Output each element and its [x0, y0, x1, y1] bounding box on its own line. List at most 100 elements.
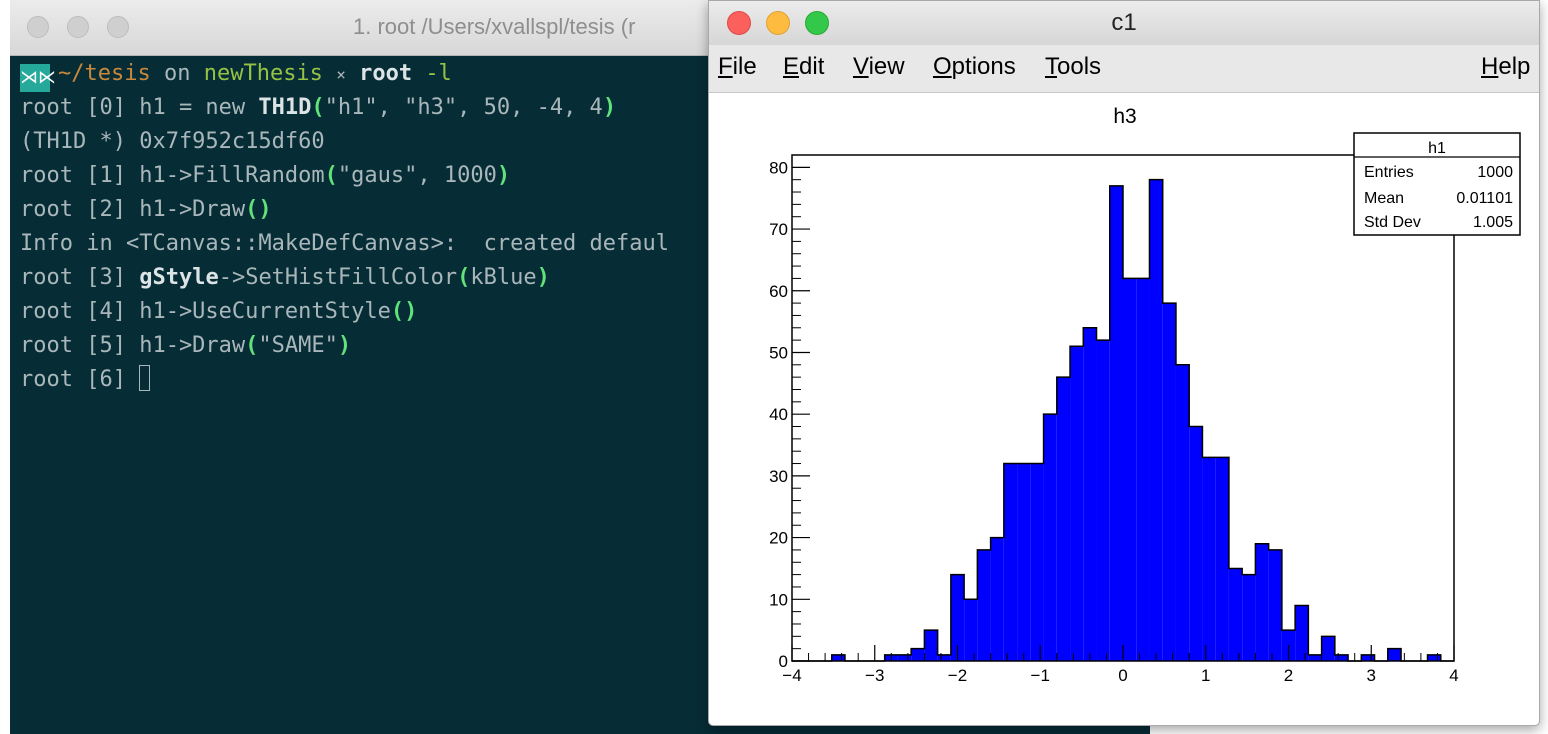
histogram-bin	[1003, 463, 1018, 661]
histogram-bin	[1255, 543, 1269, 661]
x-tick-label: −4	[782, 666, 801, 685]
open-paren: (	[245, 333, 259, 358]
terminal-line: root [0] h1 = new TH1D("h1", "h3", 50, -…	[20, 91, 710, 125]
menu-label: ile	[732, 53, 757, 80]
histogram-bin	[1136, 278, 1150, 661]
close-button[interactable]	[727, 11, 751, 35]
histogram-title: h3	[1113, 105, 1136, 128]
y-axis: 0 10 20 30 40 50 60 70 80	[769, 154, 810, 671]
stats-box[interactable]: h1 Entries 1000 Mean 0.01101 Std Dev 1.0…	[1353, 132, 1521, 236]
menu-help[interactable]: Help	[1481, 53, 1530, 81]
histogram-bin	[1109, 185, 1123, 661]
histogram-bin	[1189, 426, 1203, 661]
histogram-bin	[977, 549, 991, 661]
terminal-line: (TH1D *) 0x7f952c15df60	[20, 125, 710, 159]
menu-options[interactable]: Options	[933, 53, 1016, 81]
terminal-line: root [3] gStyle->SetHistFillColor(kBlue)	[20, 261, 710, 295]
line-text: root [4] h1->UseCurrentStyle	[20, 299, 391, 324]
histogram-bin	[1017, 463, 1031, 661]
histogram-bin	[1215, 457, 1229, 661]
histogram-bin	[1175, 364, 1190, 661]
line-text: Info in <TCanvas::MakeDefCanvas>: create…	[20, 231, 670, 256]
stats-value-mean: 0.01101	[1456, 190, 1513, 207]
menu-mnemonic: V	[853, 53, 869, 80]
prompt-arg: -l	[425, 61, 452, 86]
canvas-window[interactable]: c1 File Edit View Options Tools Help h3 …	[708, 0, 1540, 726]
y-tick-label: 70	[769, 220, 788, 239]
histogram-bin	[897, 654, 912, 661]
x-axis: −4 −3 −2 −1 0 1 2 3 4	[782, 645, 1459, 685]
line-text: root [1] h1->FillRandom	[20, 163, 325, 188]
close-paren: )	[536, 265, 550, 290]
histogram-bin	[937, 654, 951, 661]
histogram-bin	[911, 648, 925, 661]
line-text: root [0] h1 = new	[20, 95, 259, 120]
histogram-bin	[1043, 414, 1057, 661]
menu-label: elp	[1498, 53, 1531, 80]
prompt-dirty-mark: ×	[336, 65, 346, 84]
histogram-outline	[792, 178, 1454, 662]
histogram-bin	[1427, 654, 1441, 661]
stats-box-frame	[1353, 132, 1521, 236]
stats-label-mean: Mean	[1364, 190, 1404, 207]
menu-mnemonic: O	[933, 53, 952, 80]
menu-tools[interactable]: Tools	[1045, 53, 1101, 81]
menu-edit[interactable]: Edit	[783, 53, 824, 81]
line-args: "gaus", 1000	[337, 163, 497, 188]
y-tick-label: 80	[769, 158, 788, 177]
x-tick-label: 2	[1284, 666, 1293, 685]
line-text: root [2] h1->Draw	[20, 197, 246, 222]
y-tick-label: 60	[769, 282, 788, 301]
line-text: root [6]	[20, 367, 140, 392]
x-tick-label: −2	[948, 666, 967, 685]
canvas-titlebar[interactable]: c1	[709, 1, 1539, 45]
zoom-button[interactable]	[107, 16, 129, 38]
terminal-line: root [4] h1->UseCurrentStyle()	[20, 295, 710, 329]
stats-value-entries: 1000	[1477, 164, 1513, 181]
histogram-bin	[1083, 327, 1097, 661]
histogram-bin	[1162, 303, 1176, 661]
x-tick-label: 0	[1118, 666, 1127, 685]
histogram-bin	[1123, 278, 1137, 661]
prompt-icon: ⋊⋉	[20, 64, 56, 92]
line-args: "h1", "h3", 50, -4, 4	[324, 95, 603, 120]
menu-bar: File Edit View Options Tools Help	[709, 45, 1539, 93]
menu-file[interactable]: File	[718, 53, 757, 81]
line-text: (TH1D *) 0x7f952c15df60	[20, 129, 325, 154]
terminal-line: root [1] h1->FillRandom("gaus", 1000)	[20, 159, 710, 193]
minimize-button[interactable]	[67, 16, 89, 38]
histogram-bin	[1070, 346, 1084, 661]
histogram-canvas[interactable]: h3 0 10 20 30 40 50 60 70 80 −4 −3 −2 −1 0 1 2 3 4 h1 En…	[709, 93, 1539, 725]
open-paren: (	[390, 299, 405, 324]
close-paren: )	[258, 197, 272, 222]
line-text: ->SetHistFillColor	[218, 265, 458, 290]
line-args: "SAME"	[258, 333, 338, 358]
menu-mnemonic: H	[1481, 53, 1499, 80]
histogram-bin	[1096, 340, 1110, 661]
terminal-line: Info in <TCanvas::MakeDefCanvas>: create…	[20, 227, 710, 261]
histogram-bin	[1228, 568, 1243, 661]
line-keyword: TH1D	[258, 95, 312, 120]
minimize-button[interactable]	[766, 11, 790, 35]
zoom-button[interactable]	[805, 11, 829, 35]
histogram-bin	[1334, 654, 1349, 661]
histogram-bin	[1387, 648, 1402, 661]
close-button[interactable]	[27, 16, 49, 38]
terminal-output[interactable]: ⋊⋉~/tesis on newThesis × root -l root [0…	[20, 57, 710, 734]
x-tick-label: −3	[865, 666, 884, 685]
menu-mnemonic: T	[1045, 53, 1057, 80]
prompt-command: root	[359, 61, 413, 86]
open-paren: (	[245, 197, 259, 222]
y-tick-label: 30	[769, 467, 788, 486]
histogram-bin	[1030, 463, 1044, 661]
terminal-line: root [5] h1->Draw("SAME")	[20, 329, 710, 363]
text-cursor	[139, 365, 151, 391]
menu-view[interactable]: View	[853, 53, 905, 81]
close-paren: )	[337, 333, 352, 358]
terminal-input-line[interactable]: root [6]	[20, 363, 710, 397]
terminal-line: root [2] h1->Draw()	[20, 193, 710, 227]
line-text: root [5] h1->Draw	[20, 333, 246, 358]
histogram-bin	[924, 630, 938, 661]
histogram-bin	[1308, 654, 1322, 661]
open-paren: (	[457, 265, 471, 290]
